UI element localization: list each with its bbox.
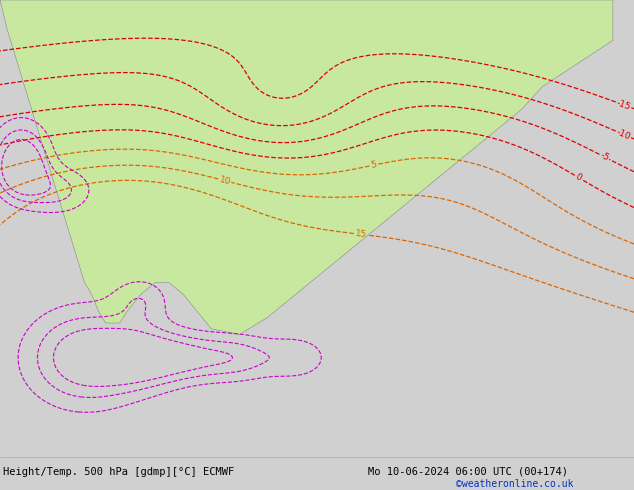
Text: 10: 10 bbox=[218, 175, 231, 187]
Text: Mo 10-06-2024 06:00 UTC (00+174): Mo 10-06-2024 06:00 UTC (00+174) bbox=[368, 467, 567, 477]
Text: -5: -5 bbox=[598, 151, 611, 163]
Text: 5: 5 bbox=[370, 160, 377, 170]
Text: 15: 15 bbox=[354, 229, 366, 240]
Polygon shape bbox=[0, 0, 613, 335]
Text: -15: -15 bbox=[615, 98, 632, 112]
Text: -10: -10 bbox=[615, 127, 632, 142]
Text: 0: 0 bbox=[573, 172, 583, 183]
Text: ©weatheronline.co.uk: ©weatheronline.co.uk bbox=[456, 479, 574, 489]
Text: Height/Temp. 500 hPa [gdmp][°C] ECMWF: Height/Temp. 500 hPa [gdmp][°C] ECMWF bbox=[3, 467, 235, 477]
